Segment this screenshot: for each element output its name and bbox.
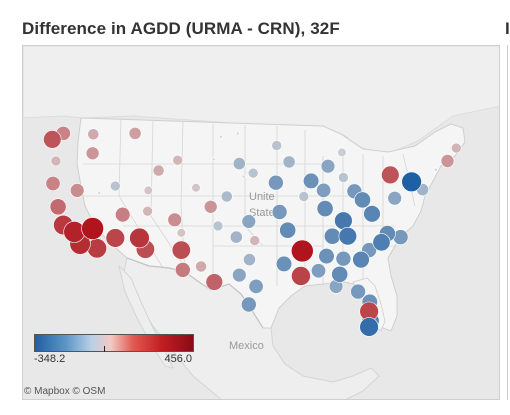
station-marker[interactable]: [241, 214, 257, 229]
color-legend: -348.2 456.0: [34, 334, 194, 366]
legend-min-label: -348.2: [34, 353, 66, 365]
station-marker[interactable]: [49, 198, 67, 216]
map-place-labels: Unite State Mexico: [229, 191, 275, 352]
station-marker[interactable]: [172, 154, 183, 166]
country-label-mexico: Mexico: [229, 340, 264, 352]
station-marker[interactable]: [87, 128, 100, 141]
station-marker[interactable]: [363, 205, 381, 223]
station-marker[interactable]: [338, 227, 357, 246]
station-marker[interactable]: [195, 260, 207, 273]
color-legend-gradient: [34, 334, 194, 352]
station-marker[interactable]: [316, 200, 334, 218]
station-marker[interactable]: [372, 233, 391, 252]
station-marker[interactable]: [212, 220, 224, 232]
country-label-united: Unite: [249, 191, 275, 203]
map-attribution[interactable]: © Mapbox © OSM: [24, 386, 106, 397]
station-marker[interactable]: [350, 283, 366, 300]
station-marker[interactable]: [354, 191, 371, 209]
color-legend-zero-tick: [104, 346, 105, 352]
station-marker[interactable]: [205, 273, 224, 291]
station-marker[interactable]: [143, 185, 153, 195]
station-marker[interactable]: [291, 266, 311, 286]
station-marker[interactable]: [433, 167, 438, 172]
station-markers[interactable]: [43, 125, 462, 337]
station-marker[interactable]: [45, 176, 61, 192]
station-marker[interactable]: [142, 205, 153, 217]
station-marker[interactable]: [50, 155, 62, 167]
station-marker[interactable]: [232, 267, 247, 283]
station-marker[interactable]: [279, 221, 297, 239]
station-marker[interactable]: [211, 157, 216, 162]
station-marker[interactable]: [191, 183, 201, 193]
station-marker[interactable]: [235, 131, 240, 136]
station-marker[interactable]: [241, 174, 246, 179]
station-marker[interactable]: [290, 239, 314, 263]
station-marker[interactable]: [63, 220, 86, 243]
station-marker[interactable]: [220, 190, 233, 203]
station-marker[interactable]: [320, 158, 336, 174]
station-marker[interactable]: [335, 250, 352, 267]
station-marker[interactable]: [381, 165, 400, 185]
station-marker[interactable]: [152, 164, 165, 177]
station-marker[interactable]: [337, 147, 347, 157]
station-marker[interactable]: [298, 191, 310, 202]
next-panel-title-fragment: I: [505, 19, 510, 38]
station-marker[interactable]: [203, 200, 218, 214]
station-marker[interactable]: [229, 230, 243, 244]
station-marker[interactable]: [310, 263, 326, 279]
station-marker[interactable]: [338, 172, 349, 183]
next-panel-border: [507, 45, 508, 400]
station-marker[interactable]: [450, 142, 462, 154]
station-marker[interactable]: [110, 180, 121, 192]
station-marker[interactable]: [176, 228, 186, 238]
station-marker[interactable]: [81, 217, 104, 240]
station-marker[interactable]: [248, 278, 264, 294]
map-title: Difference in AGDD (URMA - CRN), 32F: [22, 19, 340, 38]
station-marker[interactable]: [241, 296, 257, 313]
station-marker[interactable]: [282, 155, 296, 169]
station-marker[interactable]: [85, 146, 100, 161]
station-marker[interactable]: [105, 228, 126, 248]
station-marker[interactable]: [334, 211, 353, 230]
station-marker[interactable]: [69, 183, 85, 198]
station-marker[interactable]: [218, 134, 223, 139]
station-marker[interactable]: [275, 255, 293, 272]
legend-max-label: 456.0: [164, 353, 192, 365]
station-marker[interactable]: [387, 191, 402, 206]
station-marker[interactable]: [271, 204, 288, 220]
station-marker[interactable]: [401, 171, 422, 193]
station-marker[interactable]: [303, 172, 320, 189]
station-marker[interactable]: [43, 130, 62, 149]
station-marker[interactable]: [128, 127, 142, 140]
station-marker[interactable]: [129, 227, 150, 249]
station-marker[interactable]: [271, 140, 282, 151]
station-marker[interactable]: [440, 154, 455, 168]
station-marker[interactable]: [268, 174, 284, 191]
station-marker[interactable]: [114, 206, 131, 223]
station-marker[interactable]: [359, 317, 379, 337]
station-marker[interactable]: [316, 182, 332, 198]
station-marker[interactable]: [171, 240, 191, 260]
country-label-states: State: [249, 207, 275, 219]
station-marker[interactable]: [323, 227, 341, 245]
station-marker[interactable]: [175, 262, 191, 278]
station-marker[interactable]: [247, 167, 259, 179]
station-marker[interactable]: [167, 212, 182, 228]
station-marker[interactable]: [352, 250, 370, 269]
station-marker[interactable]: [243, 253, 256, 266]
station-marker[interactable]: [97, 191, 102, 195]
station-marker[interactable]: [331, 265, 349, 283]
station-marker[interactable]: [318, 248, 335, 265]
station-marker[interactable]: [232, 157, 246, 170]
station-marker[interactable]: [249, 235, 260, 246]
